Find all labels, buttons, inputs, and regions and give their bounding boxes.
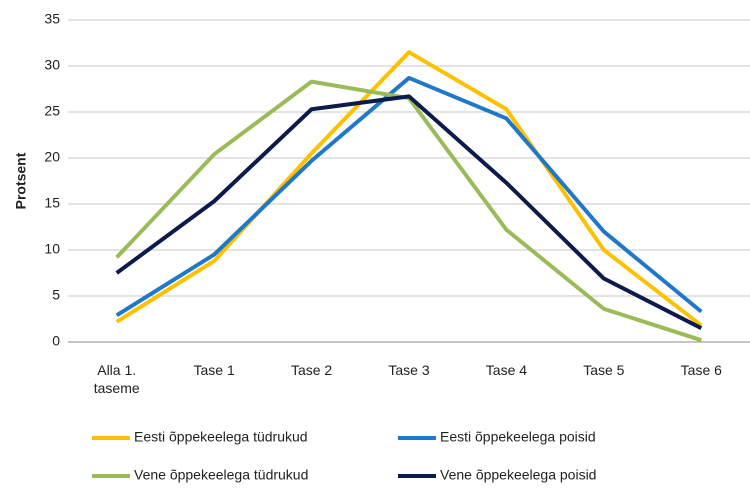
series-line [115, 75, 703, 318]
x-tick-label: Tase 4 [485, 362, 528, 378]
y-tick-label: 30 [44, 57, 60, 73]
y-tick-label: 25 [44, 103, 60, 119]
series-line [115, 79, 702, 343]
x-tick-label: Tase 1 [193, 362, 235, 378]
x-tick-label: Tase 3 [388, 362, 430, 378]
y-tick-label: 20 [44, 149, 60, 165]
x-tick-label: Tase 6 [680, 362, 722, 378]
legend-label: Eesti õppekeelega tüdrukud [134, 429, 308, 445]
y-tick-label: 10 [44, 241, 60, 257]
y-tick-label: 35 [44, 11, 60, 27]
x-tick-label: Tase 2 [290, 362, 333, 378]
y-axis-label: Protsent [13, 152, 29, 209]
y-tick-label: 5 [52, 287, 60, 303]
series-line [115, 50, 703, 328]
legend-label: Vene õppekeelega poisid [440, 467, 596, 483]
x-tick-label: Tase 5 [583, 362, 625, 378]
series-line [115, 94, 703, 330]
y-tick-label: 15 [44, 195, 60, 211]
legend-label: Vene õppekeelega tüdrukud [134, 467, 308, 483]
legend-label: Eesti õppekeelega poisid [440, 429, 596, 445]
y-tick-label: 0 [52, 333, 60, 349]
x-tick-label: Alla 1. taseme [93, 362, 140, 396]
